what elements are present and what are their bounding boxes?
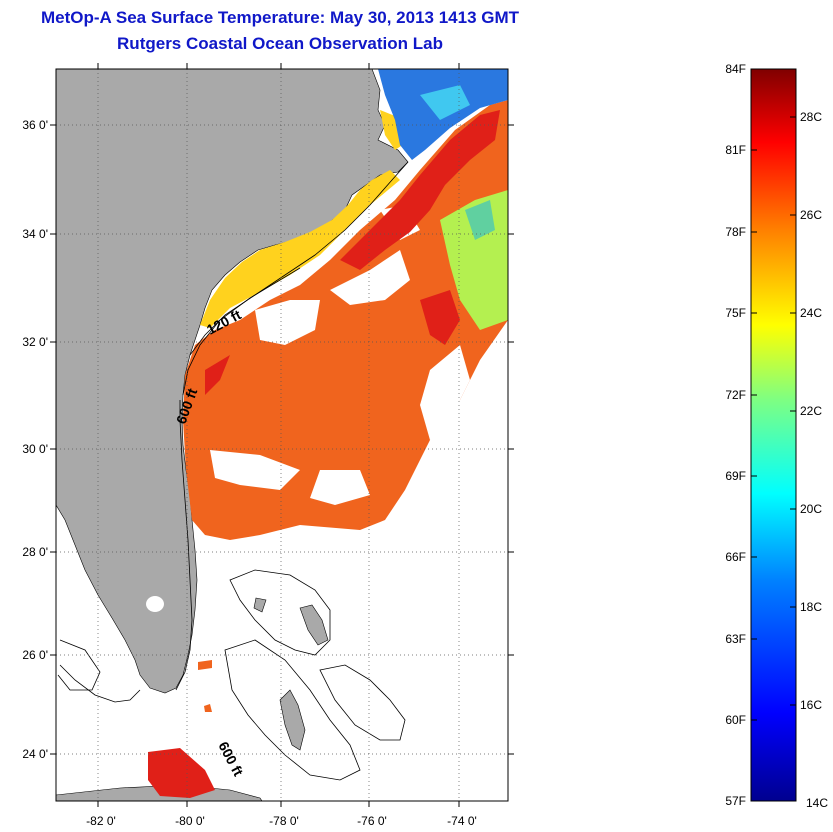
map-border xyxy=(55,68,509,802)
lat-label: 24 0' xyxy=(22,747,48,761)
colorbar-c-label: 24C xyxy=(800,306,822,320)
lat-label: 28 0' xyxy=(22,545,48,559)
colorbar-c-label: 20C xyxy=(800,502,822,516)
colorbar-c-label: 16C xyxy=(800,698,822,712)
axis-ticks xyxy=(50,63,514,807)
colorbar-c-label: 18C xyxy=(800,600,822,614)
lon-label: -82 0' xyxy=(86,814,116,828)
lat-label: 26 0' xyxy=(22,648,48,662)
sst-data-field xyxy=(148,69,508,798)
colorbar-c-label: 26C xyxy=(800,208,822,222)
map-title: MetOp-A Sea Surface Temperature: May 30,… xyxy=(40,8,520,27)
bathymetry-contours xyxy=(57,161,409,781)
graticule xyxy=(56,69,508,801)
colorbar-f-label: 57F xyxy=(725,794,746,808)
lat-label: 36 0' xyxy=(22,118,48,132)
lon-label: -76 0' xyxy=(357,814,387,828)
colorbar-f-label: 75F xyxy=(725,306,746,320)
lat-label: 32 0' xyxy=(22,335,48,349)
lon-label: -80 0' xyxy=(175,814,205,828)
colorbar-f-label: 78F xyxy=(725,225,746,239)
lon-label: -74 0' xyxy=(447,814,477,828)
colorbar-f-label: 66F xyxy=(725,550,746,564)
colorbar xyxy=(750,68,797,802)
colorbar-f-label: 69F xyxy=(725,469,746,483)
colorbar-f-label: 63F xyxy=(725,632,746,646)
colorbar-f-label: 81F xyxy=(725,143,746,157)
colorbar-c-label: 28C xyxy=(800,110,822,124)
colorbar-f-label: 60F xyxy=(725,713,746,727)
lat-label: 34 0' xyxy=(22,227,48,241)
land-bahamas xyxy=(253,597,329,751)
colorbar-c-label: 14C xyxy=(806,796,828,810)
map-subtitle: Rutgers Coastal Ocean Observation Lab xyxy=(117,34,443,53)
lat-label: 30 0' xyxy=(22,442,48,456)
colorbar-c-label: 22C xyxy=(800,404,822,418)
lake-okeechobee xyxy=(146,596,164,612)
lon-label: -78 0' xyxy=(269,814,299,828)
colorbar-f-label: 84F xyxy=(725,62,746,76)
colorbar-ticks xyxy=(751,116,796,721)
colorbar-f-label: 72F xyxy=(725,388,746,402)
